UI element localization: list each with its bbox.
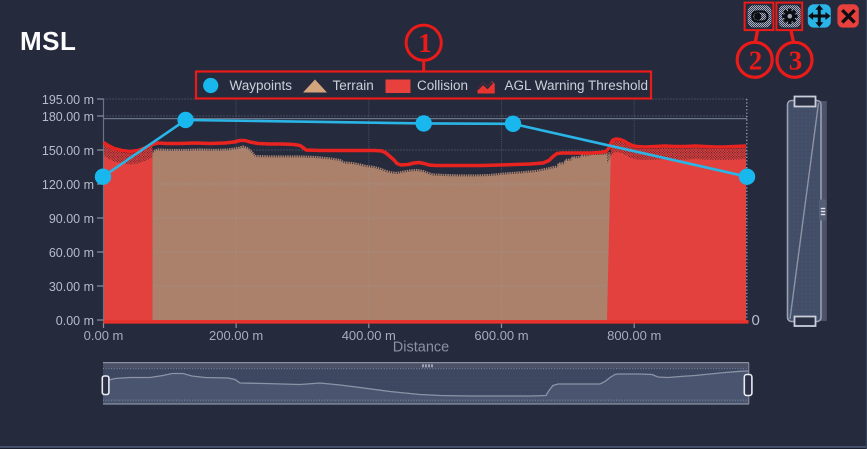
svg-text:195.00 m: 195.00 m	[42, 93, 94, 107]
svg-text:0: 0	[752, 312, 760, 329]
svg-text:3: 3	[789, 46, 803, 76]
svg-text:60.00 m: 60.00 m	[49, 246, 94, 260]
svg-text:180.00 m: 180.00 m	[42, 110, 94, 124]
svg-text:0.00 m: 0.00 m	[84, 328, 124, 343]
svg-text:Distance: Distance	[393, 340, 449, 356]
svg-text:Collision: Collision	[417, 78, 468, 93]
svg-text:2: 2	[749, 46, 763, 76]
svg-text:30.00 m: 30.00 m	[49, 280, 94, 294]
svg-text:1: 1	[418, 28, 432, 58]
svg-text:600.00 m: 600.00 m	[474, 328, 528, 343]
svg-text:0.00 m: 0.00 m	[56, 314, 94, 328]
svg-text:AGL Warning Threshold: AGL Warning Threshold	[505, 78, 649, 93]
svg-text:Waypoints: Waypoints	[230, 78, 293, 93]
svg-text:120.00 m: 120.00 m	[42, 178, 94, 192]
svg-text:Terrain: Terrain	[333, 78, 374, 93]
svg-text:200.00 m: 200.00 m	[209, 328, 263, 343]
svg-text:150.00 m: 150.00 m	[42, 144, 94, 158]
svg-text:800.00 m: 800.00 m	[607, 328, 661, 343]
svg-text:400.00 m: 400.00 m	[342, 328, 396, 343]
svg-text:90.00 m: 90.00 m	[49, 212, 94, 226]
